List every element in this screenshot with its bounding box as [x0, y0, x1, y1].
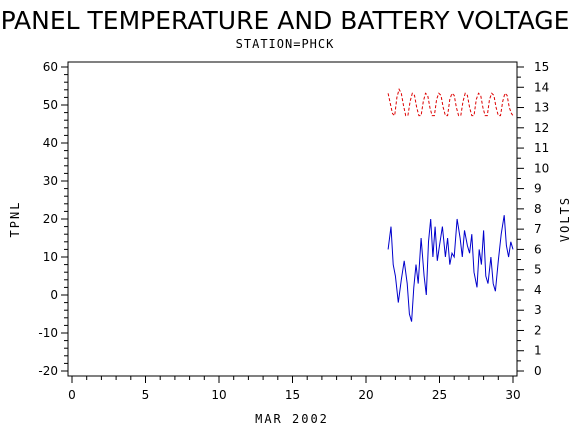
- x-axis-label: MAR 2002: [255, 412, 329, 426]
- y-right-tick-label: 6: [534, 242, 542, 256]
- y-left-tick-label: 20: [43, 212, 58, 226]
- y-axis-left: -20 -10 0 10 20 30 40 50 60: [38, 60, 68, 378]
- y-right-tick-label: 7: [534, 222, 542, 236]
- y-right-tick-label: 8: [534, 202, 542, 216]
- y-left-tick-label: 60: [43, 60, 58, 74]
- y-left-tick-label: 30: [43, 174, 58, 188]
- y-right-tick-label: 15: [534, 60, 549, 74]
- x-tick-label: 5: [142, 388, 150, 402]
- y-axis-label-left: TPNL: [8, 201, 22, 238]
- y-left-tick-label: 0: [50, 288, 58, 302]
- x-tick-label: 15: [285, 388, 300, 402]
- plot-frame: [67, 61, 518, 377]
- battery-voltage-line: [387, 87, 514, 117]
- panel-temperature-line: [387, 215, 514, 322]
- y-axis-label-right: VOLTS: [558, 196, 570, 242]
- y-right-tick-label: 5: [534, 263, 542, 277]
- y-left-tick-label: 50: [43, 98, 58, 112]
- x-tick-label: 10: [211, 388, 226, 402]
- y-right-tick-label: 10: [534, 161, 549, 175]
- x-axis: 0 5 10 15 20 25 30: [68, 376, 521, 402]
- y-right-tick-label: 4: [534, 283, 542, 297]
- y-right-tick-label: 1: [534, 344, 542, 358]
- y-left-tick-label: -10: [38, 326, 58, 340]
- y-left-tick-label: 40: [43, 136, 58, 150]
- series-layer: [387, 87, 514, 322]
- y-right-tick-label: 11: [534, 141, 549, 155]
- y-left-tick-label: -20: [38, 364, 58, 378]
- x-tick-label: 0: [68, 388, 76, 402]
- chart-title: PANEL TEMPERATURE AND BATTERY VOLTAGE: [1, 6, 570, 35]
- chart-subtitle: STATION=PHCK: [236, 37, 335, 51]
- y-right-tick-label: 0: [534, 364, 542, 378]
- y-right-tick-label: 14: [534, 80, 549, 94]
- y-left-tick-label: 10: [43, 250, 58, 264]
- y-right-tick-label: 9: [534, 182, 542, 196]
- y-right-tick-label: 13: [534, 101, 549, 115]
- y-right-tick-label: 3: [534, 303, 542, 317]
- x-tick-label: 25: [432, 388, 447, 402]
- x-tick-label: 30: [505, 388, 520, 402]
- x-tick-label: 20: [358, 388, 373, 402]
- y-right-tick-label: 2: [534, 323, 542, 337]
- y-right-tick-label: 12: [534, 121, 549, 135]
